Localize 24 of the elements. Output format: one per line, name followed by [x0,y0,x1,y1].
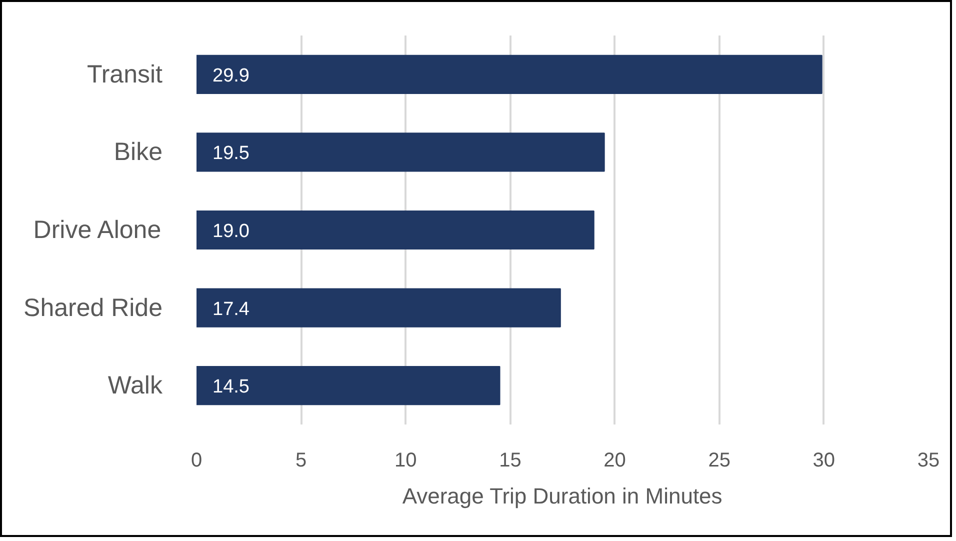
x-tick-label: 0 [190,450,202,472]
x-tick-label: 10 [394,450,417,472]
data-label: 29.9 [212,65,250,86]
x-tick-label: 20 [604,450,626,472]
x-tick-label: 30 [812,450,836,472]
bar [196,132,605,172]
y-tick-label: Shared Ride [24,294,163,322]
bar [196,366,500,406]
x-tick-label: 15 [499,450,522,472]
y-tick-label: Walk [108,372,163,400]
data-label: 17.4 [212,298,250,320]
data-label: 19.5 [212,143,250,164]
x-tick-label: 25 [708,450,730,472]
y-tick-label: Drive Alone [33,216,162,244]
bar [196,54,822,94]
data-label: 14.5 [212,376,250,398]
bar [196,210,594,250]
bar [196,288,561,328]
y-tick-label: Transit [87,60,163,88]
x-tick-label: 35 [917,450,940,472]
x-tick-label: 5 [296,450,307,472]
data-label: 19.0 [212,221,250,242]
x-axis-title: Average Trip Duration in Minutes [402,484,722,508]
y-tick-label: Bike [114,138,163,166]
